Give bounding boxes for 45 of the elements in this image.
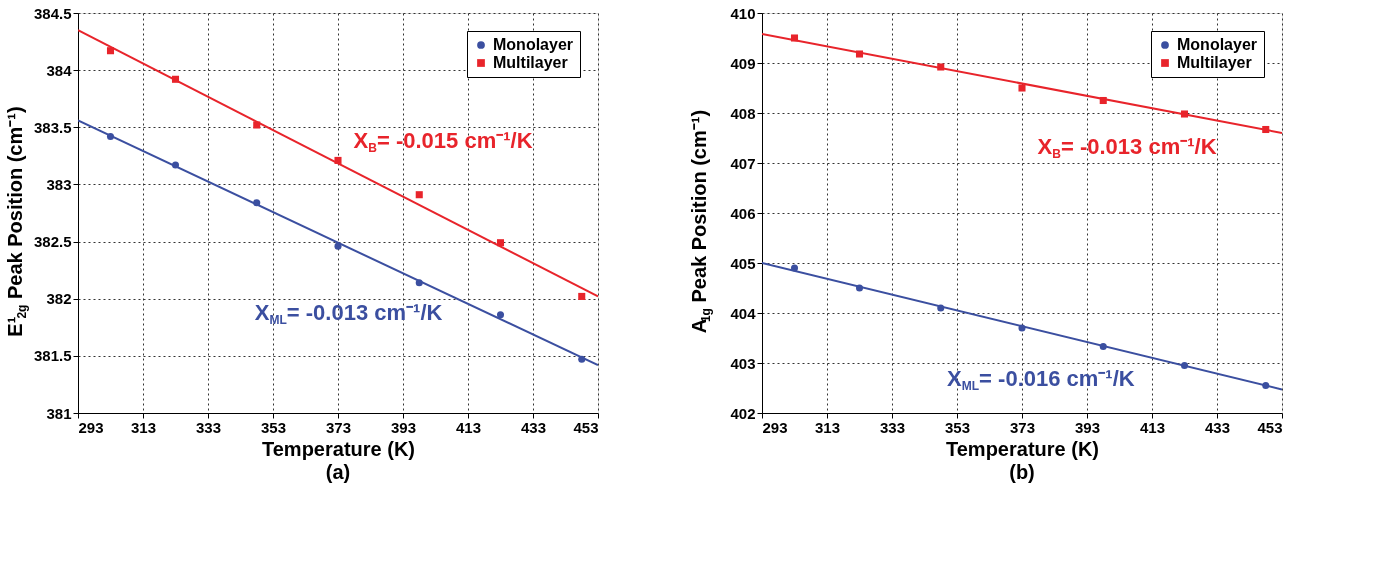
y-tick-label: 381.5: [33, 347, 72, 365]
y-axis-title: E¹2g Peak Position (cm⁻¹): [4, 106, 29, 337]
y-tick-label: 405: [730, 254, 756, 272]
x-tick-label: 393: [390, 418, 417, 436]
y-tick-label: 410: [730, 4, 756, 22]
x-tick-label: 373: [325, 418, 352, 436]
x-tick-label: 293: [78, 418, 104, 436]
y-tick-label: 404: [730, 304, 757, 322]
x-tick-label: 313: [814, 418, 841, 436]
y-tick-label: 402: [730, 404, 756, 422]
x-tick-label: 353: [260, 418, 287, 436]
y-axis-title: A1g Peak Position (cm⁻¹): [688, 109, 713, 334]
legend-label: Multilayer: [493, 54, 568, 71]
x-axis-title: Temperature (K): [946, 437, 1099, 460]
x-tick-label: 333: [195, 418, 222, 436]
text: (b): [1009, 461, 1035, 483]
x-tick-label: 313: [130, 418, 157, 436]
x-tick-label: 333: [879, 418, 906, 436]
y-tick-label: 382: [46, 290, 72, 308]
y-tick-label: 408: [730, 104, 756, 122]
x-tick-label: 393: [1074, 418, 1101, 436]
y-tick-label: 406: [730, 204, 756, 222]
x-tick-label: 453: [573, 418, 599, 436]
x-tick-label: 433: [1204, 418, 1231, 436]
x-tick-label: 433: [520, 418, 547, 436]
x-axis-title: Temperature (K): [262, 437, 415, 460]
x-tick-label: 353: [944, 418, 971, 436]
y-tick-label: 381: [46, 404, 72, 422]
x-tick-label: 413: [1139, 418, 1166, 436]
text: (a): [325, 461, 351, 483]
y-tick-label: 383: [46, 175, 72, 193]
x-tick-label: 453: [1257, 418, 1283, 436]
y-tick-label: 382.5: [33, 233, 72, 251]
legend-label: Monolayer: [493, 36, 574, 53]
y-tick-label: 384: [46, 61, 73, 79]
y-tick-label: 383.5: [33, 118, 72, 136]
y-tick-label: 407: [730, 154, 756, 172]
y-tick-label: 403: [730, 354, 756, 372]
legend-label: Monolayer: [1177, 36, 1258, 53]
x-tick-label: 293: [762, 418, 788, 436]
x-tick-label: 373: [1009, 418, 1036, 436]
y-tick-label: 409: [730, 54, 756, 72]
legend-label: Multilayer: [1177, 54, 1252, 71]
x-tick-label: 413: [455, 418, 482, 436]
y-tick-label: 384.5: [33, 4, 72, 22]
